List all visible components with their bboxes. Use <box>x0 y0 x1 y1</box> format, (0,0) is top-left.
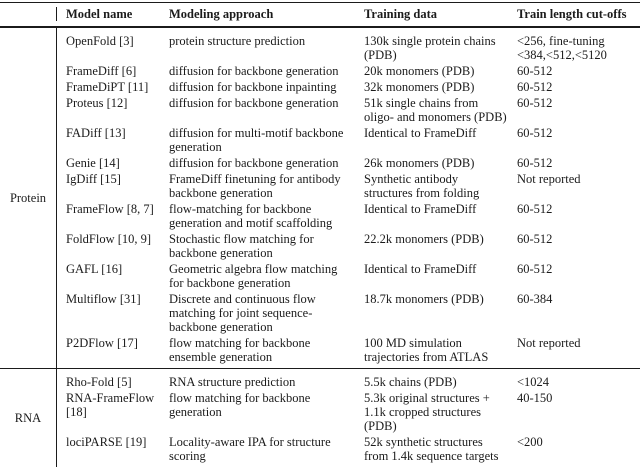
train-length-cutoff-cell: Not reported <box>517 336 581 351</box>
table-row: OpenFold [3] protein structure predictio… <box>57 33 639 63</box>
protein-section: Protein OpenFold [3] protein structure p… <box>0 28 640 369</box>
training-data-cell: 51k single chains from oligo- and monome… <box>364 96 507 125</box>
training-data-cell: 100 MD simulation trajectories from ATLA… <box>364 336 489 365</box>
training-data-cell: 5.5k chains (PDB) <box>364 375 457 390</box>
modeling-approach-cell: flow-matching for backbone generation an… <box>169 202 333 231</box>
training-data-cell: Synthetic antibody structures from foldi… <box>364 172 480 201</box>
train-length-cutoff-cell: <200 <box>517 435 543 450</box>
training-data-cell: Identical to FrameDiff <box>364 202 477 217</box>
train-length-cutoff-cell: 60-512 <box>517 80 553 95</box>
model-name-cell: FrameDiPT [11] <box>66 80 149 95</box>
training-data-cell: 52k synthetic structures from 1.4k seque… <box>364 435 499 464</box>
modeling-approach-cell: Geometric algebra flow matching for back… <box>169 262 338 291</box>
table-row: P2DFlow [17] flow matching for backbone … <box>57 335 639 365</box>
modeling-approach-cell: diffusion for backbone generation <box>169 64 339 79</box>
rna-section: RNA Rho-Fold [5] RNA structure predictio… <box>0 369 640 467</box>
model-name-cell: FrameFlow [8, 7] <box>66 202 154 217</box>
training-data-cell: Identical to FrameDiff <box>364 262 477 277</box>
modeling-approach-cell: diffusion for backbone inpainting <box>169 80 337 95</box>
training-data-cell: 32k monomers (PDB) <box>364 80 475 95</box>
train-length-cutoff-cell: Not reported <box>517 172 581 187</box>
train-length-cutoff-cell: 60-512 <box>517 262 553 277</box>
modeling-approach-cell: diffusion for backbone generation <box>169 156 339 171</box>
column-header-training-data: Training data <box>364 7 438 22</box>
column-header-model-name: Model name <box>66 7 133 22</box>
model-name-cell: P2DFlow [17] <box>66 336 138 351</box>
training-data-cell: Identical to FrameDiff <box>364 126 477 141</box>
top-rule <box>0 2 640 4</box>
train-length-cutoff-cell: <1024 <box>517 375 550 390</box>
training-data-cell: 22.2k monomers (PDB) <box>364 232 484 247</box>
modeling-approach-cell: flow matching for backbone generation <box>169 391 311 420</box>
modeling-approach-cell: Locality-aware IPA for structure scoring <box>169 435 331 464</box>
table-row: Genie [14] diffusion for backbone genera… <box>57 155 639 171</box>
training-data-cell: 26k monomers (PDB) <box>364 156 475 171</box>
column-header-modeling-approach: Modeling approach <box>169 7 274 22</box>
training-data-cell: 130k single protein chains (PDB) <box>364 34 496 63</box>
train-length-cutoff-cell: 60-512 <box>517 202 553 217</box>
table-row: FrameFlow [8, 7] flow-matching for backb… <box>57 201 639 231</box>
train-length-cutoff-cell: 40-150 <box>517 391 553 406</box>
table-row: IgDiff [15] FrameDiff finetuning for ant… <box>57 171 639 201</box>
training-data-cell: 18.7k monomers (PDB) <box>364 292 484 307</box>
training-data-cell: 20k monomers (PDB) <box>364 64 475 79</box>
model-name-cell: FADiff [13] <box>66 126 126 141</box>
section-divider-rule <box>0 368 640 370</box>
model-name-cell: Genie [14] <box>66 156 120 171</box>
header-rule <box>0 26 640 29</box>
model-name-cell: FrameDiff [6] <box>66 64 137 79</box>
train-length-cutoff-cell: 60-384 <box>517 292 553 307</box>
table-row: Proteus [12] diffusion for backbone gene… <box>57 95 639 125</box>
table-header-row: Model name Modeling approach Training da… <box>0 3 640 26</box>
modeling-approach-cell: RNA structure prediction <box>169 375 296 390</box>
modeling-approach-cell: diffusion for backbone generation <box>169 96 339 111</box>
model-name-cell: GAFL [16] <box>66 262 123 277</box>
table-row: FADiff [13] diffusion for multi-motif ba… <box>57 125 639 155</box>
group-column-spacer <box>0 7 57 22</box>
table-row: Rho-Fold [5] RNA structure prediction 5.… <box>57 374 639 390</box>
training-data-cell: 5.3k original structures + 1.1k cropped … <box>364 391 490 434</box>
model-name-cell: Proteus [12] <box>66 96 128 111</box>
model-name-cell: OpenFold [3] <box>66 34 134 49</box>
modeling-approach-cell: FrameDiff finetuning for antibody backbo… <box>169 172 341 201</box>
model-name-cell: lociPARSE [19] <box>66 435 147 450</box>
train-length-cutoff-cell: 60-512 <box>517 232 553 247</box>
model-name-cell: FoldFlow [10, 9] <box>66 232 152 247</box>
section-label-protein: Protein <box>0 28 57 369</box>
table-row: Multiflow [31] Discrete and continuous f… <box>57 291 639 335</box>
train-length-cutoff-cell: 60-512 <box>517 156 553 171</box>
model-name-cell: Multiflow [31] <box>66 292 141 307</box>
model-name-cell: Rho-Fold [5] <box>66 375 132 390</box>
column-header-train-length-cutoffs: Train length cut-offs <box>517 7 627 22</box>
train-length-cutoff-cell: 60-512 <box>517 64 553 79</box>
modeling-approach-cell: diffusion for multi-motif backbone gener… <box>169 126 344 155</box>
table-row: lociPARSE [19] Locality-aware IPA for st… <box>57 434 639 464</box>
table-row: RNA-FrameFlow [18] flow matching for bac… <box>57 390 639 434</box>
section-label-rna: RNA <box>0 369 57 467</box>
modeling-approach-cell: protein structure prediction <box>169 34 306 49</box>
train-length-cutoff-cell: <256, fine-tuning <384,<512,<5120 <box>517 34 607 63</box>
table-row: FrameDiPT [11] diffusion for backbone in… <box>57 79 639 95</box>
model-name-cell: RNA-FrameFlow [18] <box>66 391 155 420</box>
table-row: FrameDiff [6] diffusion for backbone gen… <box>57 63 639 79</box>
modeling-approach-cell: Stochastic flow matching for backbone ge… <box>169 232 314 261</box>
table-row: FoldFlow [10, 9] Stochastic flow matchin… <box>57 231 639 261</box>
model-name-cell: IgDiff [15] <box>66 172 121 187</box>
table-row: GAFL [16] Geometric algebra flow matchin… <box>57 261 639 291</box>
modeling-approach-cell: Discrete and continuous flow matching fo… <box>169 292 316 335</box>
train-length-cutoff-cell: 60-512 <box>517 96 553 111</box>
modeling-approach-cell: flow matching for backbone ensemble gene… <box>169 336 311 365</box>
train-length-cutoff-cell: 60-512 <box>517 126 553 141</box>
